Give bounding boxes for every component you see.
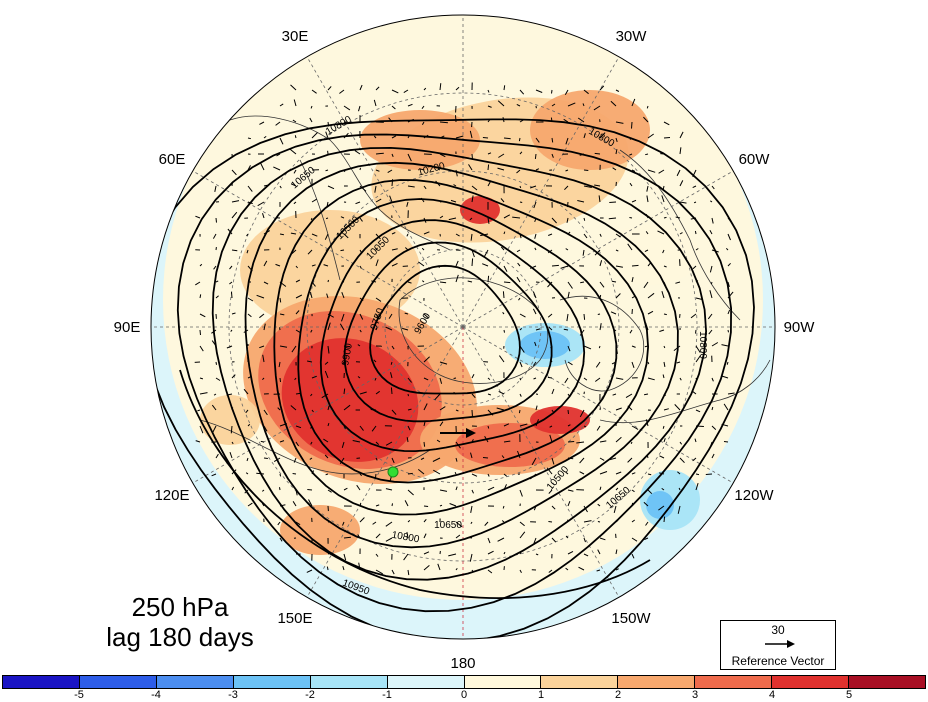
colorbar-segment xyxy=(310,676,388,688)
longitude-label: 90W xyxy=(784,319,816,336)
pressure-level-label: 250 hPa xyxy=(131,592,229,622)
colorbar-tick-label: -3 xyxy=(228,689,238,701)
colorbar-segment xyxy=(541,676,619,688)
wind-vectors xyxy=(194,82,735,576)
colorbar-tick-label: 1 xyxy=(537,689,545,701)
longitude-label: 30W xyxy=(616,28,648,45)
reference-vector-magnitude: 30 xyxy=(771,623,785,637)
contour-label: 9900 xyxy=(340,342,355,366)
colorbar-segment xyxy=(3,676,80,688)
colorbar-tick-label: -1 xyxy=(382,689,392,701)
height-contours xyxy=(151,118,755,639)
panel-title: 250 hPa lag 180 days xyxy=(60,592,300,652)
longitude-label: 120W xyxy=(734,487,774,504)
highlight-point xyxy=(387,466,399,478)
longitude-label: 60W xyxy=(739,151,771,168)
colorbar-tick-label: 0 xyxy=(460,689,468,701)
lag-label: lag 180 days xyxy=(106,622,254,652)
colorbar-segment xyxy=(618,676,696,688)
colorbar xyxy=(2,675,926,689)
colorbar-segment xyxy=(695,676,773,688)
map-border xyxy=(150,14,776,640)
colorbar-segment xyxy=(79,676,157,688)
colorbar-tick-label: 5 xyxy=(845,689,853,701)
longitude-label: 180 xyxy=(450,655,475,672)
map-markers xyxy=(387,428,476,478)
colorbar-segment xyxy=(772,676,850,688)
longitude-label: 150E xyxy=(277,610,312,627)
colorbar-tick-label: -5 xyxy=(74,689,84,701)
colorbar-tick-label: 2 xyxy=(614,689,622,701)
arrow-vector-icon xyxy=(440,428,476,438)
longitude-label: 60E xyxy=(159,151,186,168)
contour-label: 10800 xyxy=(697,331,708,359)
coastlines xyxy=(199,115,771,475)
longitude-label: 120E xyxy=(154,487,189,504)
colorbar-tick-label: -4 xyxy=(151,689,161,701)
colorbar-tick-label: 4 xyxy=(768,689,776,701)
colorbar-tick-label: 3 xyxy=(691,689,699,701)
reference-arrow-icon xyxy=(765,640,795,648)
longitude-label: 30E xyxy=(282,28,309,45)
reference-vector-label: Reference Vector xyxy=(731,654,825,668)
colorbar-segment xyxy=(233,676,311,688)
colorbar-tick-label: -2 xyxy=(305,689,315,701)
colorbar-segment xyxy=(387,676,465,688)
longitude-label: 150W xyxy=(611,610,651,627)
map-disc xyxy=(151,15,775,639)
colorbar-tick-labels: -5 -4 -3 -2 -1 0 1 2 3 4 5 xyxy=(2,689,926,702)
colorbar-segment xyxy=(156,676,234,688)
longitude-label: 90E xyxy=(114,319,141,336)
reference-vector-box: 30 Reference Vector xyxy=(720,620,836,670)
colorbar-segment xyxy=(849,676,926,688)
contour-label: 10650 xyxy=(434,520,462,531)
colorbar-segment xyxy=(464,676,542,688)
contour-label: 10800 xyxy=(391,530,421,546)
